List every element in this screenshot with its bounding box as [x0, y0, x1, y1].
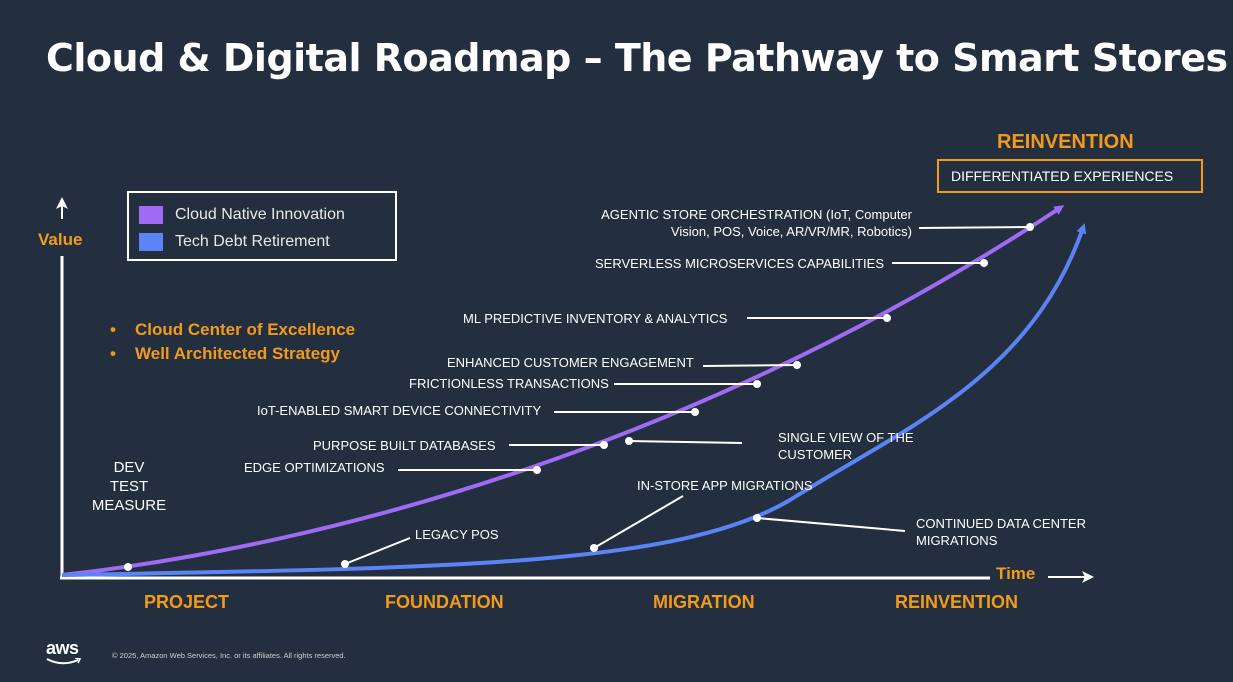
phase-reinvention: REINVENTION — [895, 592, 1019, 612]
phase-migration: MIGRATION — [653, 592, 755, 612]
aws-logo: aws — [46, 638, 82, 665]
milestone-label-line: MIGRATIONS — [916, 533, 998, 548]
legend-swatch-innovation — [139, 205, 163, 224]
milestone-iot: IoT-ENABLED SMART DEVICE CONNECTIVITY — [257, 403, 542, 418]
copyright: © 2025, Amazon Web Services, Inc. or its… — [112, 651, 346, 660]
milestone-datacenter: CONTINUED DATA CENTER MIGRATIONS — [916, 515, 1086, 549]
phase-project: PROJECT — [144, 592, 230, 612]
legend-item-innovation: Cloud Native Innovation — [139, 201, 385, 228]
connector-datacenter — [756, 517, 906, 532]
dev-label: DEV — [113, 459, 145, 476]
reinvention-heading: REINVENTION — [997, 131, 1134, 153]
measure-label: MEASURE — [91, 497, 167, 514]
connector-agentic — [918, 226, 1031, 229]
bullet-item: • Cloud Center of Excellence — [110, 318, 355, 342]
milestone-label-line: CUSTOMER — [778, 447, 853, 462]
y-axis-label: Value — [38, 230, 83, 249]
dot-engagement — [793, 361, 801, 369]
milestone-label-line: CONTINUED DATA CENTER — [916, 516, 1086, 531]
milestone-label-line: AGENTIC STORE ORCHESTRATION (IoT, Comput… — [601, 207, 912, 222]
test-label: TEST — [109, 478, 149, 495]
connector-engagement — [702, 364, 798, 367]
connector-in-store — [593, 495, 684, 549]
milestone-legacy-pos: LEGACY POS — [415, 527, 499, 542]
legend-label: Tech Debt Retirement — [175, 232, 330, 250]
dot-ml — [883, 314, 891, 322]
dot-iot — [691, 408, 699, 416]
connector-legacy-pos — [344, 537, 411, 565]
connector-single-view — [628, 440, 743, 444]
milestone-ml: ML PREDICTIVE INVENTORY & ANALYTICS — [463, 311, 728, 326]
dot-frictionless — [753, 380, 761, 388]
bullet-item: • Well Architected Strategy — [110, 342, 355, 366]
dot-databases — [600, 441, 608, 449]
outcome-box: DIFFERENTIATED EXPERIENCES — [937, 159, 1203, 193]
legend: Cloud Native Innovation Tech Debt Retire… — [127, 191, 397, 261]
legend-item-retirement: Tech Debt Retirement — [139, 228, 385, 255]
strategy-bullets: • Cloud Center of Excellence • Well Arch… — [110, 318, 355, 366]
dot-dev — [124, 563, 132, 571]
dot-legacy-pos — [341, 560, 349, 568]
x-axis-label: Time — [996, 564, 1036, 583]
dot-datacenter — [753, 514, 761, 522]
milestone-agentic: AGENTIC STORE ORCHESTRATION (IoT, Comput… — [560, 206, 912, 240]
dev-test-measure: DEV TEST MEASURE — [88, 458, 170, 515]
page-title: Cloud & Digital Roadmap – The Pathway to… — [46, 36, 1228, 80]
legend-swatch-retirement — [139, 232, 163, 251]
milestone-edge: EDGE OPTIMIZATIONS — [244, 460, 385, 475]
aws-smile-icon — [46, 658, 82, 665]
dot-edge — [533, 466, 541, 474]
dot-single-view — [625, 437, 633, 445]
milestone-label-line: SINGLE VIEW OF THE — [778, 430, 914, 445]
legend-label: Cloud Native Innovation — [175, 205, 345, 223]
bullet-icon: • — [110, 320, 116, 339]
aws-logo-text: aws — [46, 638, 79, 658]
bullet-text: Well Architected Strategy — [135, 344, 341, 363]
dot-agentic — [1026, 223, 1034, 231]
dot-serverless — [980, 259, 988, 267]
phase-foundation: FOUNDATION — [385, 592, 504, 612]
milestone-label-line: Vision, POS, Voice, AR/VR/MR, Robotics) — [670, 224, 912, 239]
bullet-icon: • — [110, 344, 116, 363]
bullet-text: Cloud Center of Excellence — [135, 320, 356, 339]
milestone-databases: PURPOSE BUILT DATABASES — [313, 438, 496, 453]
milestone-serverless: SERVERLESS MICROSERVICES CAPABILITIES — [595, 256, 884, 271]
milestone-in-store: IN-STORE APP MIGRATIONS — [637, 478, 813, 493]
dot-in-store — [590, 544, 598, 552]
milestone-single-view: SINGLE VIEW OF THE CUSTOMER — [778, 429, 914, 463]
milestone-engagement: ENHANCED CUSTOMER ENGAGEMENT — [447, 355, 694, 370]
milestone-frictionless: FRICTIONLESS TRANSACTIONS — [409, 376, 609, 391]
